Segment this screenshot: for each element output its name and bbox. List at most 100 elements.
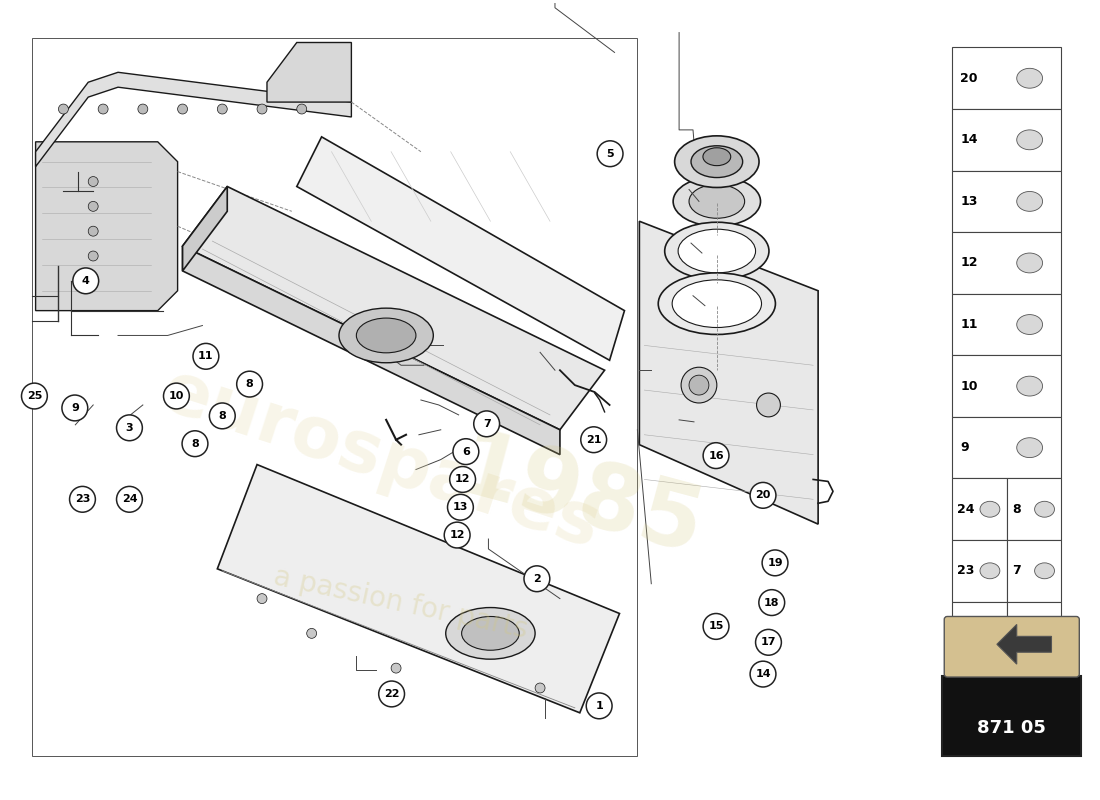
Text: 20: 20 [960, 72, 978, 85]
FancyBboxPatch shape [944, 617, 1079, 677]
Circle shape [192, 343, 219, 370]
Polygon shape [35, 142, 177, 310]
Circle shape [98, 104, 108, 114]
Ellipse shape [1016, 376, 1043, 396]
Circle shape [117, 486, 142, 512]
Text: 8: 8 [1012, 502, 1021, 516]
Text: 6: 6 [1012, 626, 1021, 639]
Ellipse shape [462, 617, 519, 650]
Ellipse shape [658, 273, 776, 334]
Circle shape [681, 367, 717, 403]
Circle shape [164, 383, 189, 409]
Circle shape [474, 411, 499, 437]
Text: 23: 23 [957, 564, 975, 578]
Text: 14: 14 [756, 669, 771, 679]
Text: 3: 3 [125, 423, 133, 433]
Circle shape [444, 522, 470, 548]
Polygon shape [297, 137, 625, 360]
Text: eurospares: eurospares [153, 356, 609, 563]
Text: 12: 12 [960, 257, 978, 270]
Text: 10: 10 [168, 391, 184, 401]
Circle shape [586, 693, 612, 718]
Text: 23: 23 [75, 494, 90, 504]
Text: 6: 6 [462, 446, 470, 457]
Text: 17: 17 [761, 638, 777, 647]
Text: 25: 25 [26, 391, 42, 401]
Ellipse shape [980, 563, 1000, 578]
Ellipse shape [691, 146, 742, 178]
Polygon shape [218, 465, 619, 713]
Circle shape [759, 590, 784, 615]
Circle shape [750, 482, 776, 508]
Polygon shape [183, 246, 560, 454]
Polygon shape [267, 42, 351, 102]
Text: 12: 12 [455, 474, 471, 485]
Text: 8: 8 [245, 379, 253, 389]
Circle shape [524, 566, 550, 592]
Ellipse shape [689, 185, 745, 218]
Text: 13: 13 [453, 502, 469, 512]
Circle shape [297, 104, 307, 114]
Text: 5: 5 [606, 149, 614, 158]
Ellipse shape [1016, 253, 1043, 273]
Ellipse shape [1016, 314, 1043, 334]
Ellipse shape [1035, 625, 1055, 640]
Circle shape [117, 415, 142, 441]
Text: 16: 16 [708, 450, 724, 461]
Circle shape [62, 395, 88, 421]
Circle shape [22, 383, 47, 409]
Bar [953, 47, 1062, 109]
Circle shape [757, 393, 780, 417]
Polygon shape [639, 222, 818, 524]
Circle shape [453, 438, 478, 465]
Bar [953, 540, 1007, 602]
Circle shape [88, 276, 98, 286]
Circle shape [177, 104, 187, 114]
Circle shape [307, 629, 317, 638]
Text: 8: 8 [219, 411, 227, 421]
Circle shape [762, 550, 788, 576]
Ellipse shape [1016, 68, 1043, 88]
Ellipse shape [1016, 130, 1043, 150]
Circle shape [750, 661, 776, 687]
Circle shape [236, 371, 263, 397]
Circle shape [448, 494, 473, 520]
Ellipse shape [664, 222, 769, 280]
Text: 7: 7 [1012, 564, 1021, 578]
Circle shape [257, 594, 267, 603]
Circle shape [689, 375, 708, 395]
Circle shape [58, 104, 68, 114]
Circle shape [73, 268, 99, 294]
Bar [943, 676, 1081, 755]
Text: 1985: 1985 [447, 424, 713, 574]
Circle shape [138, 104, 147, 114]
Ellipse shape [673, 177, 760, 226]
Ellipse shape [1035, 502, 1055, 517]
Text: 12: 12 [450, 530, 465, 540]
Circle shape [581, 427, 606, 453]
Circle shape [218, 104, 228, 114]
Text: 4: 4 [81, 276, 90, 286]
Ellipse shape [678, 229, 756, 273]
Circle shape [703, 614, 729, 639]
Text: 21: 21 [586, 434, 602, 445]
Text: 13: 13 [960, 195, 978, 208]
Circle shape [88, 177, 98, 186]
Text: 2: 2 [534, 574, 541, 584]
Ellipse shape [446, 607, 535, 659]
Ellipse shape [672, 280, 761, 327]
Text: 24: 24 [122, 494, 138, 504]
Ellipse shape [980, 502, 1000, 517]
Text: 24: 24 [957, 502, 975, 516]
Text: 871 05: 871 05 [977, 718, 1046, 737]
Text: 9: 9 [960, 441, 969, 454]
Text: 15: 15 [708, 622, 724, 631]
Circle shape [392, 663, 402, 673]
Polygon shape [183, 186, 605, 430]
Ellipse shape [703, 148, 730, 166]
Bar [953, 294, 1062, 355]
Circle shape [756, 630, 781, 655]
Text: 9: 9 [70, 403, 79, 413]
Circle shape [69, 486, 96, 512]
Circle shape [378, 681, 405, 707]
